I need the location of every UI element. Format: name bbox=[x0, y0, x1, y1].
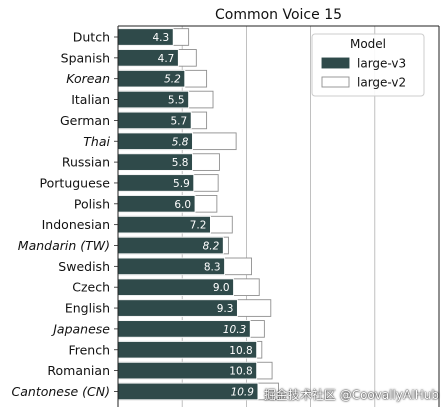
data-label: 10.8 bbox=[229, 366, 252, 378]
data-label: 10.9 bbox=[231, 386, 255, 398]
category-label: French bbox=[68, 342, 110, 357]
category-label: Spanish bbox=[61, 50, 110, 65]
legend-label: large-v2 bbox=[357, 76, 406, 90]
category-label: Korean bbox=[66, 71, 110, 86]
data-label: 5.2 bbox=[164, 74, 181, 86]
category-label: Swedish bbox=[58, 259, 110, 274]
category-label: Indonesian bbox=[42, 217, 110, 232]
category-label: Dutch bbox=[73, 30, 110, 45]
data-label: 8.2 bbox=[203, 241, 220, 253]
data-label: 5.9 bbox=[173, 178, 190, 190]
legend-label: large-v3 bbox=[357, 57, 406, 71]
data-label: 7.2 bbox=[190, 220, 207, 232]
category-label: Russian bbox=[62, 155, 110, 170]
data-label: 9.0 bbox=[213, 282, 230, 294]
category-label: German bbox=[60, 113, 110, 128]
category-label: Japanese bbox=[50, 321, 110, 336]
data-label: 10.8 bbox=[229, 345, 252, 357]
legend-title: Model bbox=[350, 37, 386, 51]
data-label: 5.8 bbox=[172, 136, 189, 148]
category-label: Romanian bbox=[47, 363, 110, 378]
legend-swatch bbox=[321, 57, 350, 69]
data-label: 8.3 bbox=[204, 261, 221, 273]
data-label: 10.3 bbox=[223, 324, 246, 336]
data-label: 4.7 bbox=[158, 53, 175, 65]
data-label: 5.7 bbox=[170, 115, 187, 127]
category-label: Czech bbox=[72, 280, 110, 295]
category-label: English bbox=[65, 301, 110, 316]
category-label: Italian bbox=[71, 92, 110, 107]
data-label: 9.3 bbox=[217, 303, 234, 315]
category-label: Thai bbox=[83, 134, 110, 149]
data-label: 5.5 bbox=[168, 95, 185, 107]
data-label: 4.3 bbox=[153, 32, 170, 44]
data-label: 5.8 bbox=[172, 157, 189, 169]
category-label: Polish bbox=[74, 196, 110, 211]
category-label: Mandarin (TW) bbox=[18, 238, 110, 253]
data-label: 6.0 bbox=[174, 199, 191, 211]
legend-swatch bbox=[321, 76, 350, 88]
watermark: 掘金技术社区 @CoovallyAIHub bbox=[263, 388, 439, 402]
chart-title: Common Voice 15 bbox=[215, 7, 342, 23]
category-label: Portuguese bbox=[40, 175, 111, 190]
category-label: Cantonese (CN) bbox=[12, 384, 110, 399]
